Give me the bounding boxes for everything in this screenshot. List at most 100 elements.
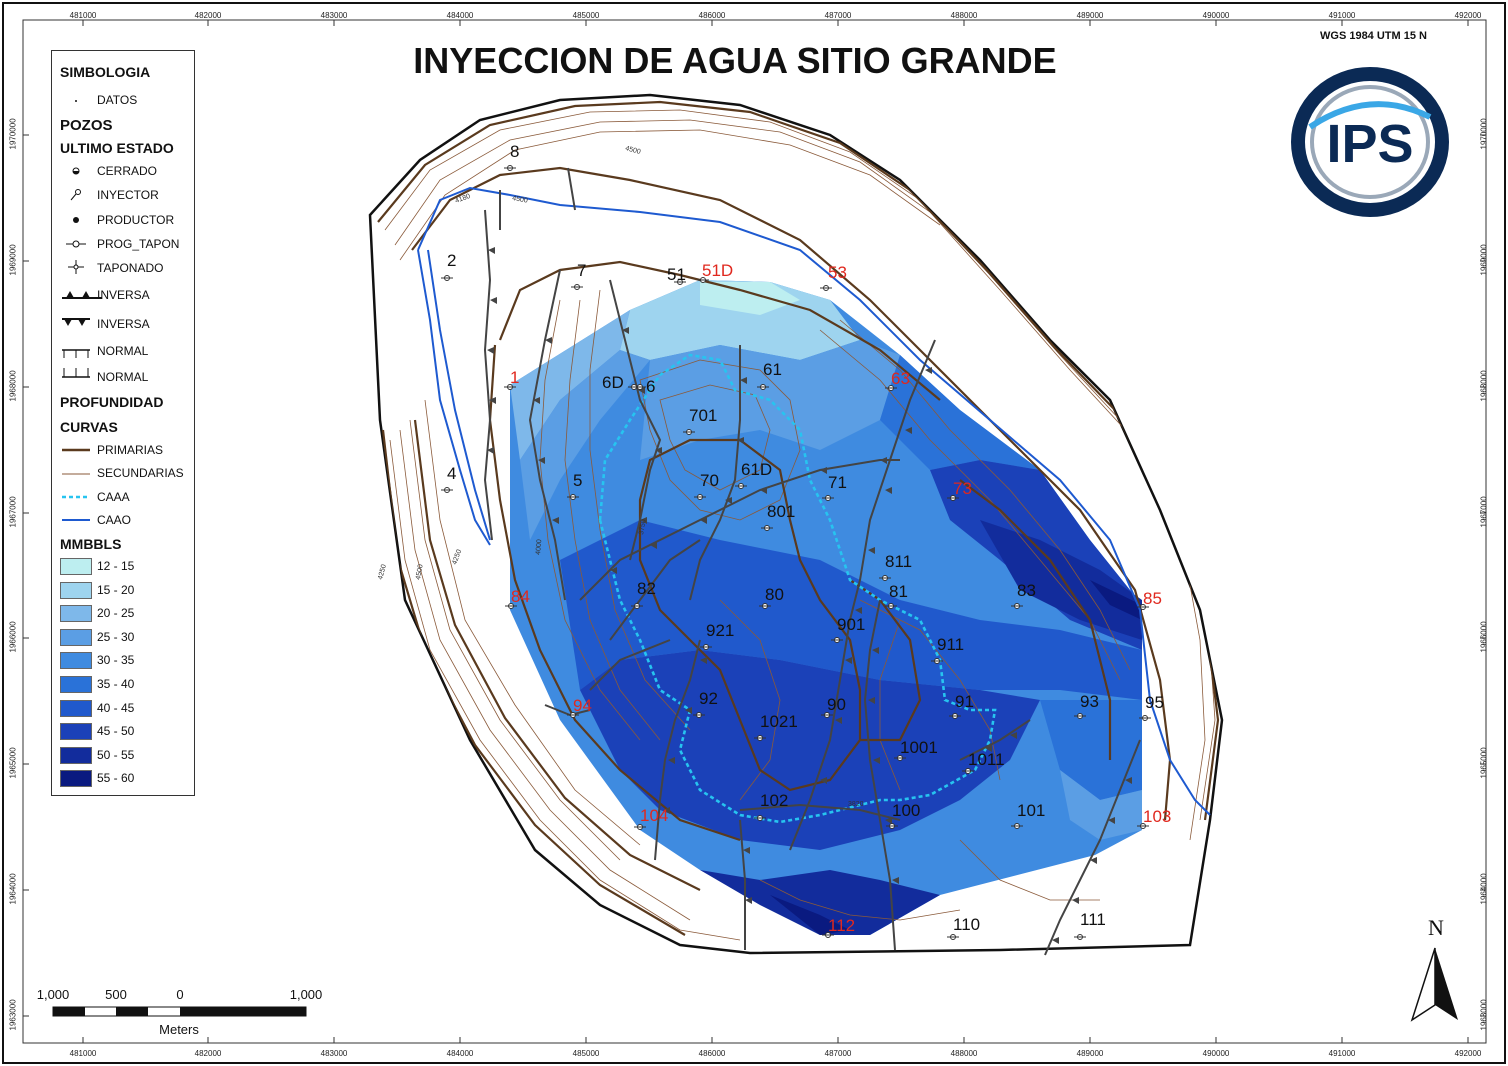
coordinate-label: 1965000: [1479, 747, 1489, 779]
well-label: 4: [447, 464, 457, 483]
well-label: 61D: [741, 460, 773, 479]
well-label: 6D: [602, 373, 624, 392]
coordinate-label: 1964000: [8, 873, 18, 905]
coordinate-label: 488000: [950, 11, 978, 20]
caao-line-icon: [62, 519, 90, 521]
legend-heading-simbologia: SIMBOLOGIA: [60, 64, 151, 80]
coordinate-label: 1968000: [1479, 370, 1489, 402]
class-label: 35 - 40: [97, 677, 135, 691]
class-swatch: [60, 628, 92, 646]
coordinate-label: 1967000: [1479, 496, 1489, 528]
well-label: 61: [763, 360, 782, 379]
coordinate-label: 1963000: [1479, 999, 1489, 1031]
coordinate-label: 1967000: [8, 496, 18, 528]
fault-tooth: [868, 547, 875, 554]
well-label: 63: [891, 369, 910, 388]
coordinate-label: 482000: [194, 11, 222, 20]
north-label: N: [1428, 915, 1444, 940]
coordinate-label: 481000: [69, 11, 97, 20]
fault-tooth: [610, 567, 617, 574]
legend-caao: CAAO: [97, 513, 132, 527]
legend-inversa-2: INVERSA: [97, 317, 150, 331]
coordinate-label: 484000: [446, 1049, 474, 1058]
well-label: 112: [828, 916, 856, 935]
fault-tooth: [725, 497, 732, 504]
north-arrow: N: [1408, 915, 1464, 1025]
legend-inversa-1: INVERSA: [97, 288, 150, 302]
well-label: 801: [767, 502, 796, 521]
well-label: 1001: [900, 738, 938, 757]
class-label: 20 - 25: [97, 606, 135, 621]
well-label: 73: [953, 479, 972, 498]
well-label: 91: [955, 692, 974, 711]
coordinate-label: 492000: [1454, 11, 1482, 20]
contour-label: 3820: [848, 801, 864, 808]
fault-tooth: [868, 697, 875, 704]
coordinate-label: 1966000: [1479, 621, 1489, 653]
fault-tooth: [743, 847, 750, 854]
class-swatch: [60, 652, 92, 670]
coordinate-label: 1969000: [1479, 244, 1489, 276]
fault-tooth: [885, 817, 892, 824]
normal-down-icon: [62, 349, 90, 358]
well-label: 701: [689, 406, 718, 425]
coordinate-label: 481000: [69, 1049, 97, 1058]
coordinate-label: 490000: [1202, 1049, 1230, 1058]
well-label: 90: [827, 695, 846, 714]
productor-icon: [73, 217, 79, 223]
legend-heading-mmbbls: MMBBLS: [60, 536, 122, 552]
fault-tooth: [1052, 937, 1059, 944]
fault-tooth: [638, 387, 645, 394]
legend-prog-tapon: PROG_TAPON: [97, 237, 180, 251]
well-label: 71: [828, 473, 847, 492]
fault-tooth: [880, 457, 887, 464]
well-label: 921: [706, 621, 735, 640]
fault-tooth: [533, 397, 540, 404]
fault-tooth: [538, 457, 545, 464]
well-label: 70: [700, 471, 719, 490]
fault-tooth: [737, 437, 744, 444]
class-swatch: [60, 770, 92, 788]
inversa-down-icon: [62, 318, 90, 326]
well-label: 100: [892, 801, 921, 820]
legend-panel: SIMBOLOGIA DATOS POZOS ULTIMO ESTADO CER…: [51, 50, 195, 796]
coordinate-label: 483000: [320, 11, 348, 20]
well-label: 80: [765, 585, 784, 604]
fault-tooth: [885, 487, 892, 494]
well-label: 6: [646, 377, 656, 396]
fault-tooth: [650, 542, 657, 549]
cerrado-icon: [72, 167, 80, 175]
well-label: 110: [953, 915, 981, 934]
legend-primarias: PRIMARIAS: [97, 443, 164, 457]
legend-heading-curvas: CURVAS: [60, 419, 118, 435]
well-label: 82: [637, 579, 656, 598]
taponado-icon: [68, 260, 84, 274]
fault-tooth: [985, 745, 992, 752]
fault-tooth: [490, 297, 497, 304]
fault-tooth: [845, 657, 852, 664]
fault-tooth: [1108, 817, 1115, 824]
fault-tooth: [925, 367, 932, 374]
legend-cerrado: CERRADO: [97, 164, 158, 178]
well-label: 5: [573, 471, 583, 490]
well-label: 901: [837, 615, 866, 634]
fault-tooth: [487, 447, 494, 454]
class-label: 30 - 35: [97, 653, 135, 668]
coordinate-label: 1968000: [8, 370, 18, 402]
class-swatch: [60, 746, 92, 764]
scale-unit: Meters: [159, 1022, 199, 1037]
coordinate-label: 484000: [446, 11, 474, 20]
class-swatch: [60, 558, 92, 575]
well-label: 101: [1017, 801, 1046, 820]
coordinate-label: 488000: [950, 1049, 978, 1058]
fault-tooth: [745, 897, 752, 904]
well-label: 103: [1143, 807, 1172, 826]
well-label: 53: [828, 263, 847, 282]
ips-logo-text: IPS: [1326, 114, 1413, 174]
fault-tooth: [1090, 857, 1097, 864]
scale-label-1000-left: 1,000: [36, 987, 70, 1002]
well-label: 84: [511, 587, 530, 606]
well-label: 92: [699, 689, 718, 708]
primarias-line-icon: [62, 448, 90, 452]
well-label: 7: [577, 261, 587, 280]
